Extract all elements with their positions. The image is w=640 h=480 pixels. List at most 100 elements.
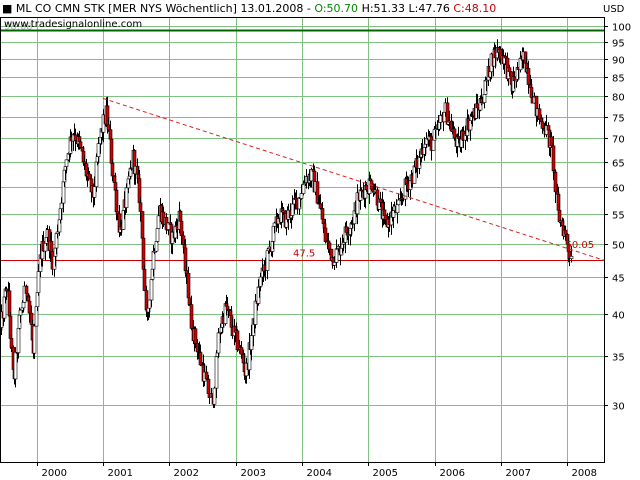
y-tick-label: 90: [612, 56, 625, 67]
candle-body: [87, 173, 92, 180]
candle-body: [553, 172, 558, 193]
trend-line: [102, 97, 605, 261]
candle-body: [318, 203, 323, 209]
candle-body: [526, 68, 531, 85]
candle-body: [549, 136, 554, 147]
y-tick-label: 95: [612, 39, 625, 50]
horizontal-lines: 98.68 47.5: [0, 22, 604, 261]
candle-body: [212, 387, 217, 405]
candle-body: [569, 256, 574, 259]
candle-body: [456, 136, 461, 139]
candle-body: [216, 332, 221, 354]
y-tick-label: 35: [612, 353, 625, 364]
x-tick-label: 2006: [440, 468, 465, 479]
candle-body: [138, 202, 143, 212]
candle-body: [142, 269, 147, 291]
y-tick-label: 30: [612, 402, 625, 413]
candle-body: [179, 220, 184, 237]
x-tick-label: 2005: [373, 468, 398, 479]
symbol: ML CO CMN STK: [16, 2, 106, 15]
y-tick-label: 85: [612, 74, 625, 85]
axes: 30 35 40 45 50 55 60 65 70 75 80 85 90 95 100 2000 2001 2…: [0, 17, 631, 479]
legend-swatch: ■: [2, 2, 16, 15]
candle-body: [21, 302, 26, 309]
x-tick-label: 2002: [174, 468, 199, 479]
candle-body: [507, 67, 512, 73]
low-value: L:47.76: [409, 2, 450, 15]
x-tick-label: 2008: [572, 468, 597, 479]
candle-body: [155, 228, 160, 242]
candle-body: [73, 134, 78, 141]
candle-body: [355, 192, 360, 215]
open-value: O:50.70: [314, 2, 358, 15]
candle-body: [94, 161, 99, 188]
top-line-label: 98.68: [4, 22, 33, 33]
trend-line-label: 50.05: [566, 240, 595, 251]
candle-body: [364, 185, 369, 191]
candle-body: [193, 328, 198, 344]
candle-body: [551, 145, 556, 171]
y-tick-label: 40: [612, 311, 625, 322]
candle-body: [124, 187, 129, 208]
currency-label: USD: [603, 4, 625, 15]
y-tick-label: 80: [612, 93, 625, 104]
candle-body: [235, 330, 240, 351]
x-tick-label: 2003: [241, 468, 266, 479]
candle-body: [106, 124, 111, 130]
support-line-label: 47.5: [293, 249, 315, 260]
y-tick-label: 70: [612, 135, 625, 146]
candle-body: [64, 159, 69, 167]
date: 13.01.2008: [240, 2, 303, 15]
candle-body: [184, 270, 189, 274]
candle-body: [59, 202, 64, 210]
candle-body: [27, 300, 32, 314]
candle-body: [156, 215, 161, 229]
candle-body: [332, 262, 337, 266]
candle-body: [32, 325, 37, 354]
candle-body: [299, 193, 304, 199]
candle-body: [327, 242, 332, 250]
candle-body: [110, 162, 115, 177]
candle-body: [540, 121, 545, 129]
candle-body: [198, 352, 203, 366]
candle-body: [36, 271, 41, 293]
candle-body: [323, 227, 328, 242]
candle-body: [214, 356, 219, 389]
candle-body: [140, 211, 145, 239]
period: Wöchentlich]: [165, 2, 236, 15]
candle-body: [431, 139, 436, 151]
y-tick-label: 50: [612, 241, 625, 252]
candle-body: [13, 352, 18, 380]
x-tick-label: 2000: [42, 468, 67, 479]
candle-body: [149, 279, 154, 301]
candle-body: [189, 304, 194, 329]
high-value: H:51.33: [362, 2, 405, 15]
y-tick-label: 45: [612, 274, 625, 285]
exchange: [MER NYS: [108, 2, 162, 15]
candle-body: [18, 309, 23, 316]
candles: [0, 39, 574, 408]
svg-text:■ ML CO CMN STK [: ■ ML CO CMN STK [MER NYS Wöchentlich] 13…: [2, 2, 496, 15]
candle-body: [78, 141, 83, 148]
y-tick-label: 60: [612, 184, 625, 195]
candle-body: [154, 241, 159, 252]
candle-body: [438, 115, 443, 123]
candle-body: [96, 143, 101, 157]
candle-body: [563, 229, 568, 235]
candle-body: [452, 128, 457, 139]
candle-body: [301, 184, 306, 194]
candle-body: [290, 203, 295, 216]
y-tick-label: 75: [612, 114, 625, 125]
candle-body: [147, 299, 152, 309]
x-tick-label: 2007: [506, 468, 531, 479]
candle-body: [396, 199, 401, 206]
y-tick-label: 55: [612, 211, 625, 222]
candle-body: [378, 198, 383, 203]
candle-body: [334, 248, 339, 263]
close-value: C:48.10: [453, 2, 496, 15]
candle-body: [92, 186, 97, 198]
candle-body: [9, 338, 14, 348]
candle-body: [382, 209, 387, 216]
